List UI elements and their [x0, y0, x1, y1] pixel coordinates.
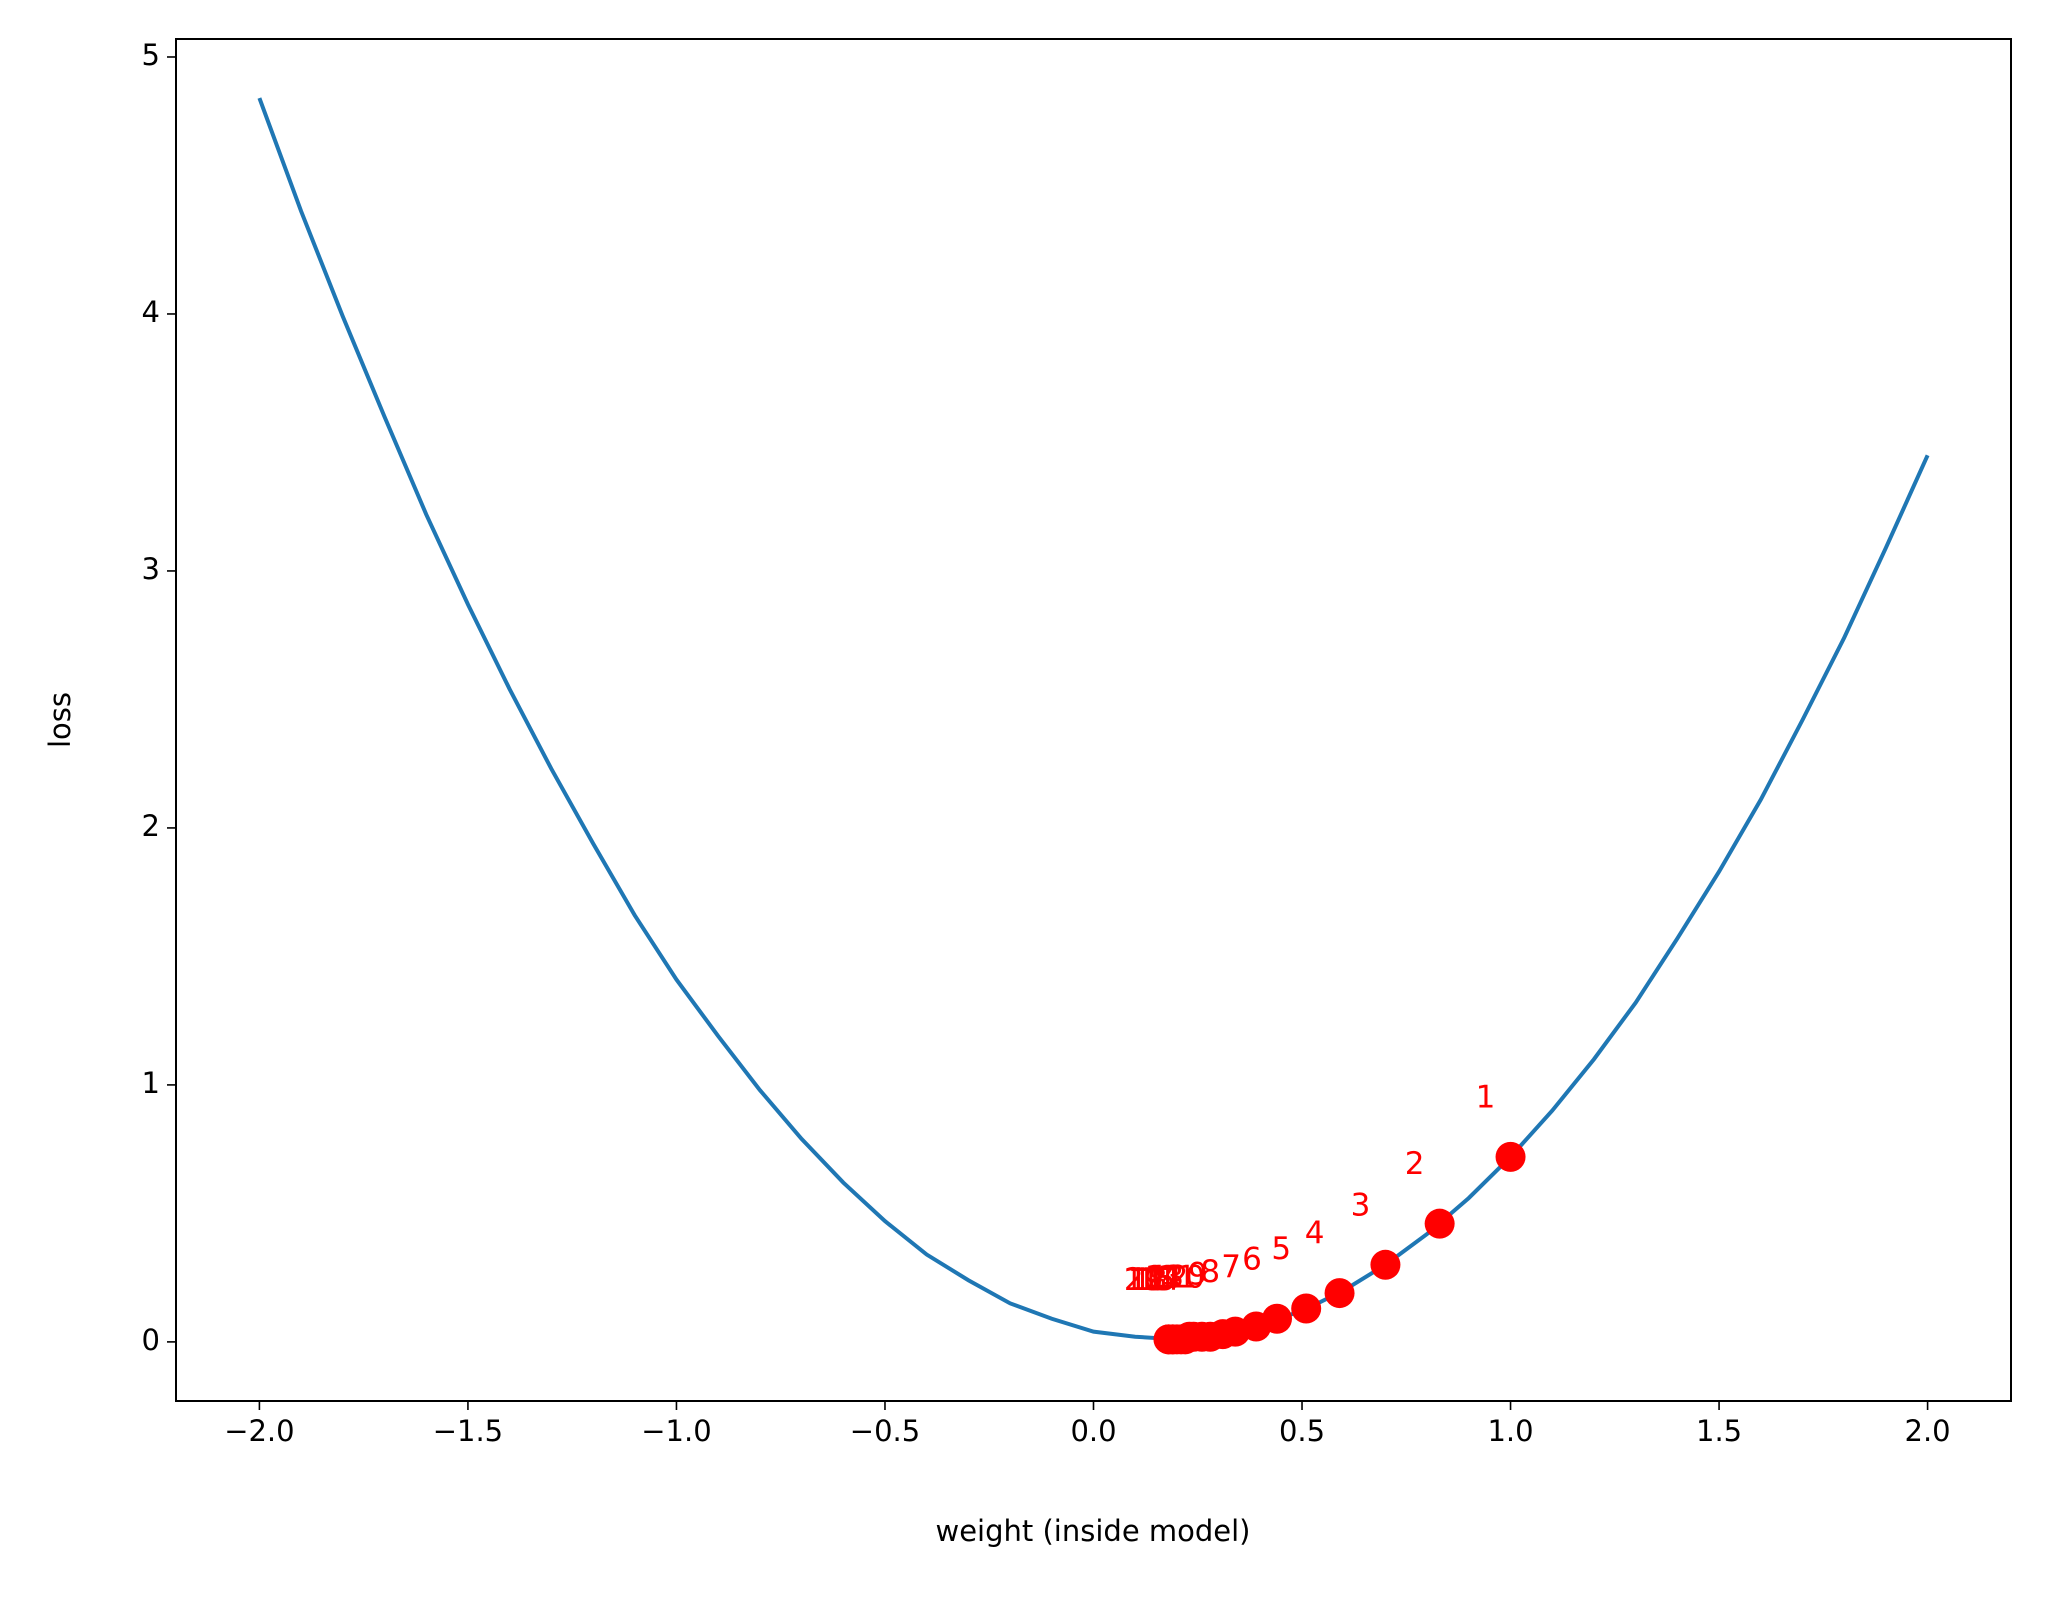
step-label: 10: [1166, 1259, 1205, 1295]
step-label: 20: [1124, 1262, 1163, 1298]
x-axis-label: weight (inside model): [936, 1514, 1251, 1548]
step-label: 13: [1145, 1259, 1184, 1295]
axes-frame: [175, 38, 2012, 1402]
x-tick-label: −2.0: [224, 1414, 294, 1448]
step-label: 8: [1200, 1254, 1220, 1290]
step-point: [1495, 1141, 1526, 1172]
step-point: [1153, 1324, 1184, 1355]
step-label: 18: [1128, 1262, 1167, 1298]
step-label: 19: [1124, 1262, 1163, 1298]
x-tick-label: 1.0: [1487, 1414, 1533, 1448]
x-tick-label: −1.0: [641, 1414, 711, 1448]
y-tick-label: 3: [142, 552, 160, 586]
step-label: 11: [1157, 1259, 1196, 1295]
step-point: [1324, 1278, 1355, 1309]
y-tick-label: 0: [142, 1323, 160, 1357]
x-tick-label: −0.5: [850, 1414, 920, 1448]
step-label: 15: [1136, 1262, 1175, 1298]
x-tick-label: 2.0: [1905, 1414, 1951, 1448]
step-label: 16: [1132, 1262, 1171, 1298]
step-label: 7: [1221, 1249, 1241, 1285]
x-tick-label: 1.5: [1696, 1414, 1742, 1448]
y-axis-label: loss: [43, 692, 77, 748]
loss-curve: [257, 97, 1930, 1342]
step-label: 3: [1351, 1187, 1371, 1223]
y-tick-label: 2: [142, 809, 160, 843]
x-tick-label: 0.5: [1279, 1414, 1325, 1448]
step-point: [1424, 1208, 1455, 1239]
step-point: [1370, 1249, 1401, 1280]
step-label: 2: [1405, 1146, 1425, 1182]
step-label: 14: [1141, 1262, 1180, 1298]
step-point: [1291, 1293, 1322, 1324]
y-tick-label: 1: [142, 1066, 160, 1100]
step-label: 12: [1149, 1259, 1188, 1295]
x-tick-label: −1.5: [433, 1414, 503, 1448]
y-tick-label: 4: [142, 295, 160, 329]
y-tick-label: 5: [142, 38, 160, 72]
step-label: 5: [1271, 1231, 1291, 1267]
step-label: 6: [1242, 1241, 1262, 1277]
step-label: 4: [1305, 1216, 1325, 1252]
step-label: 9: [1188, 1257, 1208, 1293]
step-label: 17: [1128, 1262, 1167, 1298]
x-tick-label: 0.0: [1070, 1414, 1116, 1448]
step-label: 1: [1476, 1079, 1496, 1115]
